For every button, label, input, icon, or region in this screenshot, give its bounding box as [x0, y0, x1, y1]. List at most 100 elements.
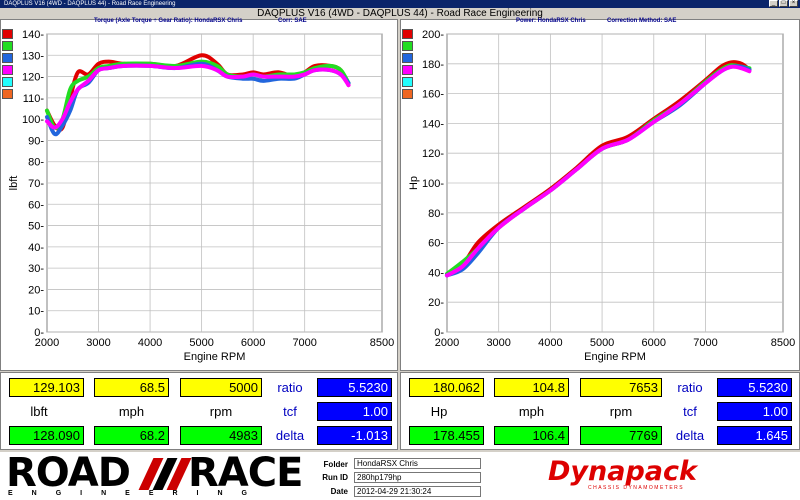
y-tick-label: 40- — [28, 242, 44, 254]
tcf-value-right: 1.00 — [717, 402, 792, 421]
maximize-button[interactable]: □ — [779, 0, 788, 7]
window-title: DAQPLUS V16 (4WD - DAQPLUS 44) - Road Ra… — [4, 1, 176, 7]
road-race-logo: ROAD RACE ENGINEERING — [6, 450, 311, 498]
window-titlebar: DAQPLUS V16 (4WD - DAQPLUS 44) - Road Ra… — [0, 0, 800, 8]
hp-label: Hp — [430, 404, 448, 419]
torque-chart: 0- 10- 20- 30- 40- 50- 60- 70- 80- 90- 100- 110- 120… — [8, 29, 394, 363]
legend-swatch-2[interactable] — [2, 53, 13, 63]
runid-label: Run ID — [322, 473, 348, 482]
torque-readout-panel: 129.103 68.5 5000 ratio 5.5230 lbft mph … — [0, 372, 398, 450]
torque-top-value: 129.103 — [9, 378, 84, 397]
y-axis-label: Hp — [408, 176, 420, 190]
dynapack-logo: Dynapack CHASSIS DYNAMOMETERS — [548, 456, 748, 494]
legend-swatch-5[interactable] — [2, 89, 13, 99]
legend-swatch-3[interactable] — [2, 65, 13, 75]
y-tick-label: 100- — [22, 114, 44, 126]
y-tick-label: 140- — [22, 29, 44, 41]
y-tick-label: 20- — [428, 297, 444, 309]
torque-panel: Torque (Axle Torque ÷ Gear Ratio): Honda… — [0, 18, 398, 371]
legend-swatch-1[interactable] — [402, 41, 413, 51]
torque-top-rpm: 5000 — [180, 378, 262, 397]
power-bottom-value: 178.455 — [409, 426, 484, 445]
delta-label-right: delta — [675, 428, 705, 443]
power-bottom-mph: 106.4 — [494, 426, 569, 445]
series-line-3 — [445, 64, 752, 278]
y-tick-label: 60- — [28, 199, 44, 211]
delta-value-right: 1.645 — [717, 426, 792, 445]
x-tick-label: 5000 — [590, 337, 614, 349]
delta-label: delta — [275, 428, 305, 443]
legend-swatch-4[interactable] — [402, 77, 413, 87]
power-top-mph: 104.8 — [494, 378, 569, 397]
x-tick-label: 7000 — [693, 337, 717, 349]
torque-bottom-mph: 68.2 — [94, 426, 169, 445]
y-tick-label: 70- — [28, 178, 44, 190]
y-tick-label: 60- — [428, 238, 444, 250]
main-title: DAQPLUS V16 (4WD - DAQPLUS 44) - Road Ra… — [257, 8, 543, 19]
runid-field: 280hp179hp — [354, 472, 481, 483]
folder-label: Folder — [323, 460, 348, 469]
legend-swatch-2[interactable] — [402, 53, 413, 63]
y-tick-label: 100- — [422, 178, 444, 190]
x-tick-label: 4000 — [538, 337, 562, 349]
logo-sub: ENGINEERING — [8, 490, 267, 497]
x-tick-label: 2000 — [35, 337, 59, 349]
rpm-label-right: rpm — [609, 404, 633, 419]
y-tick-label: 140- — [422, 118, 444, 130]
power-bottom-rpm: 7769 — [580, 426, 662, 445]
torque-top-mph: 68.5 — [94, 378, 169, 397]
legend-swatch-5[interactable] — [402, 89, 413, 99]
x-tick-label: 2000 — [435, 337, 459, 349]
series-line-0 — [445, 60, 752, 278]
rpm-label: rpm — [209, 404, 233, 419]
legend-swatch-0[interactable] — [2, 29, 13, 39]
footer: ROAD RACE ENGINEERING Folder HondaRSX Ch… — [0, 450, 800, 500]
logo-road: ROAD — [6, 450, 131, 496]
y-tick-label: 10- — [28, 306, 44, 318]
tcf-label: tcf — [283, 404, 297, 419]
y-tick-label: 0- — [34, 327, 44, 339]
y-tick-label: 130- — [22, 50, 44, 62]
y-tick-label: 160- — [422, 89, 444, 101]
y-tick-label: 120- — [22, 72, 44, 84]
ratio-label-right: ratio — [677, 380, 703, 395]
legend-swatch-3[interactable] — [402, 65, 413, 75]
dynapack-text: Dynapack — [548, 456, 697, 487]
folder-field: HondaRSX Chris — [354, 458, 481, 469]
y-tick-label: 80- — [28, 157, 44, 169]
y-tick-label: 90- — [28, 135, 44, 147]
minimize-button[interactable]: _ — [769, 0, 778, 7]
y-tick-label: 200- — [422, 29, 444, 41]
y-tick-label: 0- — [434, 327, 444, 339]
y-tick-label: 80- — [428, 208, 444, 220]
legend-swatch-0[interactable] — [402, 29, 413, 39]
legend-swatch-1[interactable] — [2, 41, 13, 51]
ratio-value: 5.5230 — [317, 378, 392, 397]
delta-value: -1.013 — [317, 426, 392, 445]
x-tick-label: 3000 — [486, 337, 510, 349]
mph-label: mph — [118, 404, 145, 419]
date-field: 2012-04-29 21:30:24 — [354, 486, 481, 497]
power-readout-panel: 180.062 104.8 7653 ratio 5.5230 Hp mph r… — [400, 372, 800, 450]
y-tick-label: 50- — [28, 221, 44, 233]
tcf-value: 1.00 — [317, 402, 392, 421]
legend-swatch-4[interactable] — [2, 77, 13, 87]
x-tick-label: 5000 — [189, 337, 213, 349]
lbft-label: lbft — [30, 404, 48, 419]
logo-slashes-icon — [138, 458, 192, 490]
x-tick-label: 8500 — [771, 337, 795, 349]
x-tick-label: 6000 — [642, 337, 666, 349]
x-axis-label: Engine RPM — [584, 351, 646, 363]
y-tick-label: 110- — [23, 93, 45, 105]
y-axis-label: lbft — [8, 176, 20, 191]
close-button[interactable]: × — [789, 0, 798, 7]
y-tick-label: 20- — [28, 284, 44, 296]
power-top-rpm: 7653 — [580, 378, 662, 397]
mph-label-right: mph — [518, 404, 545, 419]
x-tick-label: 8500 — [370, 337, 394, 349]
y-tick-label: 40- — [428, 267, 444, 279]
power-corr: Correction Method: SAE — [607, 18, 677, 24]
x-tick-label: 7000 — [292, 337, 316, 349]
tcf-label-right: tcf — [683, 404, 697, 419]
dynapack-sub: CHASSIS DYNAMOMETERS — [588, 485, 685, 491]
